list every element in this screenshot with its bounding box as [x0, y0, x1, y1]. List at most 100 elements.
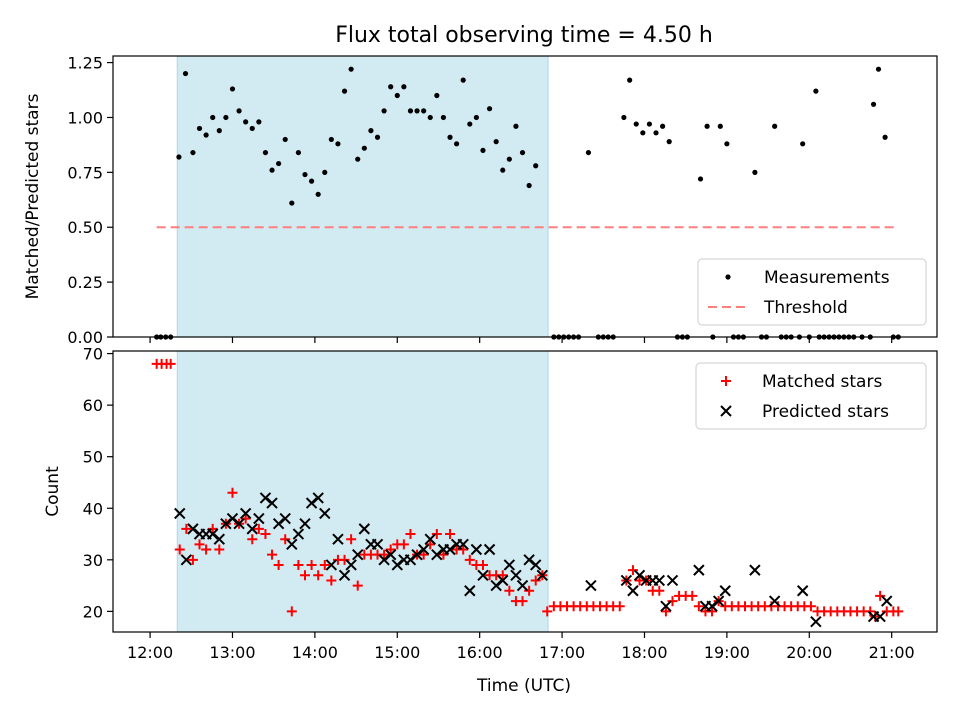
data-point — [346, 534, 357, 545]
data-point — [497, 570, 508, 581]
data-point — [813, 88, 819, 94]
data-point — [440, 114, 447, 121]
x-tick-label: 17:00 — [539, 643, 585, 662]
data-point — [325, 559, 338, 571]
data-point — [810, 615, 822, 628]
data-point — [660, 600, 672, 612]
data-point — [752, 169, 758, 175]
data-point — [749, 564, 761, 576]
data-point — [519, 149, 526, 156]
data-point — [483, 543, 496, 556]
data-point — [524, 585, 535, 596]
x-tick-label: 21:00 — [869, 643, 915, 662]
data-point — [687, 590, 698, 601]
data-point — [260, 529, 271, 540]
data-point — [190, 149, 196, 156]
x-tick-label: 18:00 — [621, 643, 667, 662]
data-point — [627, 565, 638, 576]
data-point — [874, 610, 886, 623]
data-point — [445, 529, 456, 540]
data-point — [706, 600, 718, 612]
data-point — [210, 114, 216, 121]
data-point — [621, 114, 627, 121]
data-point — [724, 141, 730, 147]
data-point — [262, 149, 269, 156]
data-point — [421, 108, 427, 114]
data-point — [240, 513, 251, 524]
data-point — [226, 512, 239, 525]
y-axis-label: Matched/Predicted stars — [23, 93, 43, 299]
y-tick-label: 0.00 — [67, 328, 103, 347]
legend: Measurements Threshold — [697, 258, 927, 326]
y-tick-label: 0.75 — [67, 163, 103, 182]
data-point — [213, 533, 226, 545]
data-point — [279, 512, 291, 525]
data-point — [454, 141, 460, 147]
counts-panel: 20 30 40 50 60 70 12:00 13:00 14:00 15:00 16:00 17:… — [43, 345, 938, 662]
data-point — [339, 554, 350, 565]
series-1-0 — [151, 358, 904, 622]
data-point — [174, 544, 185, 555]
legend-swatch — [721, 376, 731, 386]
data-point — [374, 134, 381, 140]
data-point — [704, 123, 710, 129]
data-point — [223, 114, 229, 121]
data-point — [503, 559, 516, 571]
data-point — [385, 544, 396, 555]
data-point — [506, 156, 512, 162]
data-point — [697, 176, 704, 182]
data-point — [470, 543, 483, 556]
y-tick-label: 70 — [83, 345, 103, 364]
data-point — [358, 523, 371, 535]
data-point — [276, 160, 282, 167]
x-tick-label: 12:00 — [127, 643, 173, 662]
data-point — [640, 130, 646, 136]
data-point — [315, 191, 321, 197]
data-point — [434, 92, 440, 99]
data-point — [660, 123, 666, 129]
data-point — [666, 574, 679, 587]
data-point — [194, 539, 205, 550]
data-point — [299, 570, 310, 581]
data-point — [530, 575, 541, 586]
data-point — [516, 579, 529, 592]
data-point — [653, 574, 666, 587]
data-point — [335, 141, 341, 147]
data-point — [870, 611, 881, 622]
data-point — [458, 544, 469, 555]
data-point — [381, 108, 387, 114]
series-1-1 — [174, 492, 893, 628]
data-point — [627, 77, 633, 83]
legend-box — [695, 362, 927, 430]
data-point — [796, 585, 809, 597]
data-point — [464, 585, 476, 597]
data-point — [513, 123, 519, 129]
y-tick-label: 40 — [83, 499, 103, 518]
data-point — [319, 507, 331, 520]
x-tick-label: 19:00 — [704, 643, 750, 662]
data-point — [417, 543, 430, 556]
x-tick-label: 14:00 — [292, 643, 338, 662]
data-point — [289, 200, 295, 206]
data-point — [176, 154, 182, 160]
data-point — [269, 167, 275, 173]
data-point — [384, 548, 397, 561]
data-point — [338, 569, 351, 581]
data-point — [418, 549, 429, 560]
data-point — [368, 128, 374, 134]
data-point — [352, 548, 364, 561]
measurements-panel: 0.00 0.25 0.50 0.75 1.00 1.25 Matched/Predicte… — [23, 54, 938, 347]
data-point — [214, 544, 225, 555]
data-point — [243, 119, 249, 125]
data-point — [633, 569, 646, 581]
data-point — [319, 559, 330, 570]
data-point — [182, 70, 189, 77]
data-point — [772, 123, 778, 129]
data-point — [585, 149, 592, 156]
data-point — [249, 125, 255, 132]
data-point — [523, 554, 535, 566]
data-point — [174, 507, 186, 520]
data-point — [457, 538, 469, 551]
legend-label: Threshold — [763, 298, 848, 318]
data-point — [805, 601, 816, 612]
